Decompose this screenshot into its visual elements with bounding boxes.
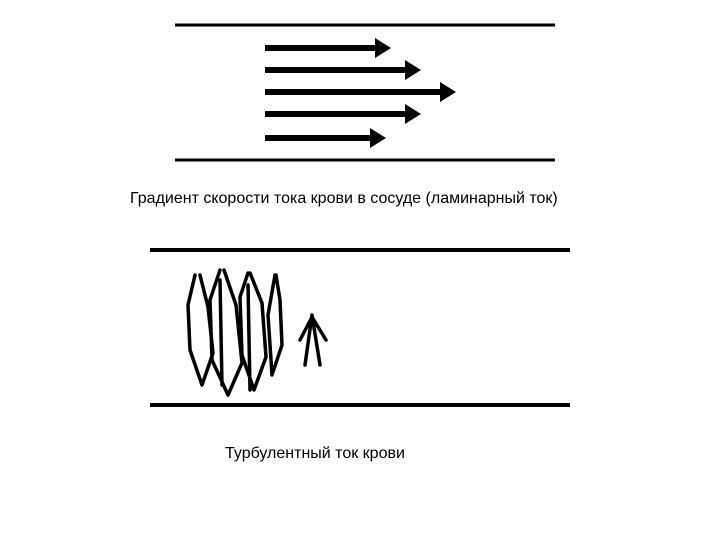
turbulent-caption: Турбулентный ток крови: [225, 445, 405, 463]
laminar-caption: Градиент скорости тока крови в сосуде (л…: [130, 190, 558, 208]
laminar-flow-diagram: [175, 20, 565, 165]
turbulent-flow-diagram: [150, 245, 570, 410]
diagram-page: Градиент скорости тока крови в сосуде (л…: [0, 0, 720, 540]
turbulent-svg: [150, 245, 570, 410]
laminar-svg: [175, 20, 565, 165]
